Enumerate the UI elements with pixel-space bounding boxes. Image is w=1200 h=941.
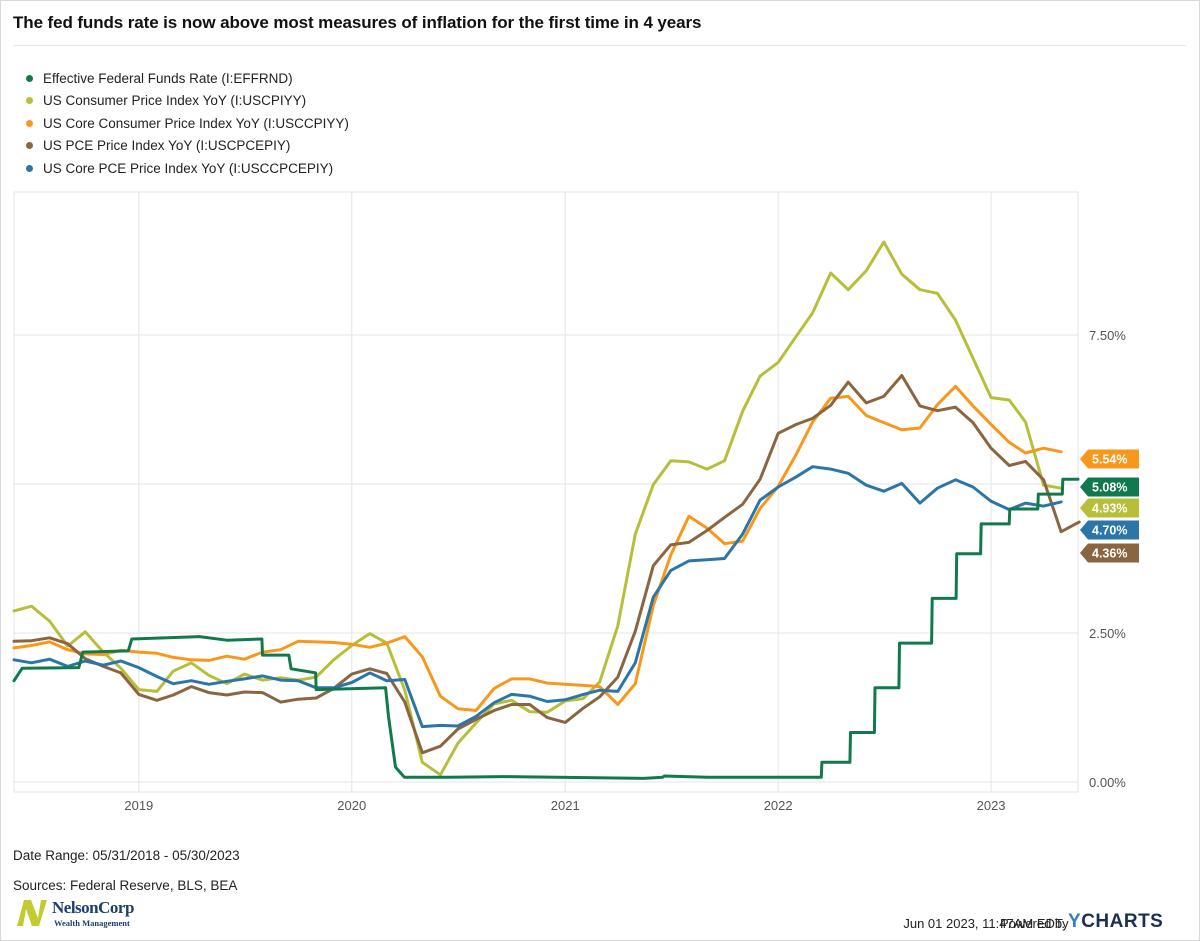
logo-name: NelsonCorp xyxy=(52,898,134,917)
end-value-label: 4.36% xyxy=(1092,547,1127,561)
legend-item-fed[interactable]: Effective Federal Funds Rate (I:EFFRND) xyxy=(26,67,349,90)
y-tick-label: 2.50% xyxy=(1089,626,1126,641)
legend-dot-icon xyxy=(26,119,33,127)
legend-label: US Core Consumer Price Index YoY (I:USCC… xyxy=(43,115,349,131)
timestamp: Jun 01 2023, 11:47AM EDT. xyxy=(903,916,1065,931)
ycharts-logo-text: CHARTS xyxy=(1081,911,1164,932)
legend-item-cpi[interactable]: US Consumer Price Index YoY (I:USCPIYY) xyxy=(26,90,349,113)
legend: Effective Federal Funds Rate (I:EFFRND) … xyxy=(26,67,349,180)
powered-by-label: Powered by xyxy=(1000,916,1069,931)
series-line-core-pce xyxy=(12,465,1063,729)
legend-dot-icon xyxy=(26,164,33,172)
series-line-pce xyxy=(12,374,1081,755)
x-tick-label: 2022 xyxy=(764,798,793,813)
ycharts-logo[interactable]: YCHARTS xyxy=(1068,911,1163,933)
legend-dot-icon xyxy=(26,74,33,82)
legend-label: US Core PCE Price Index YoY (I:USCCPCEPI… xyxy=(43,160,334,176)
logo-subtitle: Wealth Management xyxy=(54,918,130,928)
legend-dot-icon xyxy=(26,142,33,150)
y-tick-label: 7.50% xyxy=(1089,328,1126,343)
legend-item-pce[interactable]: US PCE Price Index YoY (I:USCPCEPIY) xyxy=(26,135,349,158)
date-range: Date Range: 05/31/2018 - 05/30/2023 xyxy=(13,848,240,863)
legend-label: Effective Federal Funds Rate (I:EFFRND) xyxy=(43,70,293,86)
x-tick-label: 2021 xyxy=(551,798,580,813)
end-value-tag-pce xyxy=(1080,543,1139,563)
end-value-tag-core-pce xyxy=(1080,520,1139,540)
legend-dot-icon xyxy=(26,97,33,105)
sources: Sources: Federal Reserve, BLS, BEA xyxy=(13,878,238,893)
end-value-label: 4.70% xyxy=(1092,524,1127,538)
end-value-label: 5.54% xyxy=(1092,453,1127,467)
plot-area xyxy=(13,191,1079,793)
x-tick-label: 2019 xyxy=(124,798,153,813)
x-tick-label: 2020 xyxy=(337,798,366,813)
ycharts-logo-mark: Y xyxy=(1068,911,1082,932)
legend-item-core-pce[interactable]: US Core PCE Price Index YoY (I:USCCPCEPI… xyxy=(26,157,349,180)
x-tick-label: 2023 xyxy=(977,798,1006,813)
series-line-fed xyxy=(12,477,1080,780)
end-value-tag-cpi xyxy=(1080,498,1139,518)
end-value-tag-fed xyxy=(1080,477,1139,497)
legend-label: US PCE Price Index YoY (I:USCPCEPIY) xyxy=(43,138,291,154)
chart-title: The fed funds rate is now above most mea… xyxy=(13,13,702,32)
nelsoncorp-logo: NelsonCorp Wealth Management xyxy=(14,896,144,932)
end-value-label: 4.93% xyxy=(1092,502,1127,516)
series-line-core-cpi xyxy=(12,384,1063,712)
legend-label: US Consumer Price Index YoY (I:USCPIYY) xyxy=(43,93,307,109)
title-divider xyxy=(13,45,1186,46)
nelsoncorp-logo-icon xyxy=(17,900,47,926)
legend-item-core-cpi[interactable]: US Core Consumer Price Index YoY (I:USCC… xyxy=(26,112,349,135)
end-value-tag-core-cpi xyxy=(1080,449,1139,469)
end-value-label: 5.08% xyxy=(1092,481,1127,495)
y-tick-label: 0.00% xyxy=(1089,775,1126,790)
